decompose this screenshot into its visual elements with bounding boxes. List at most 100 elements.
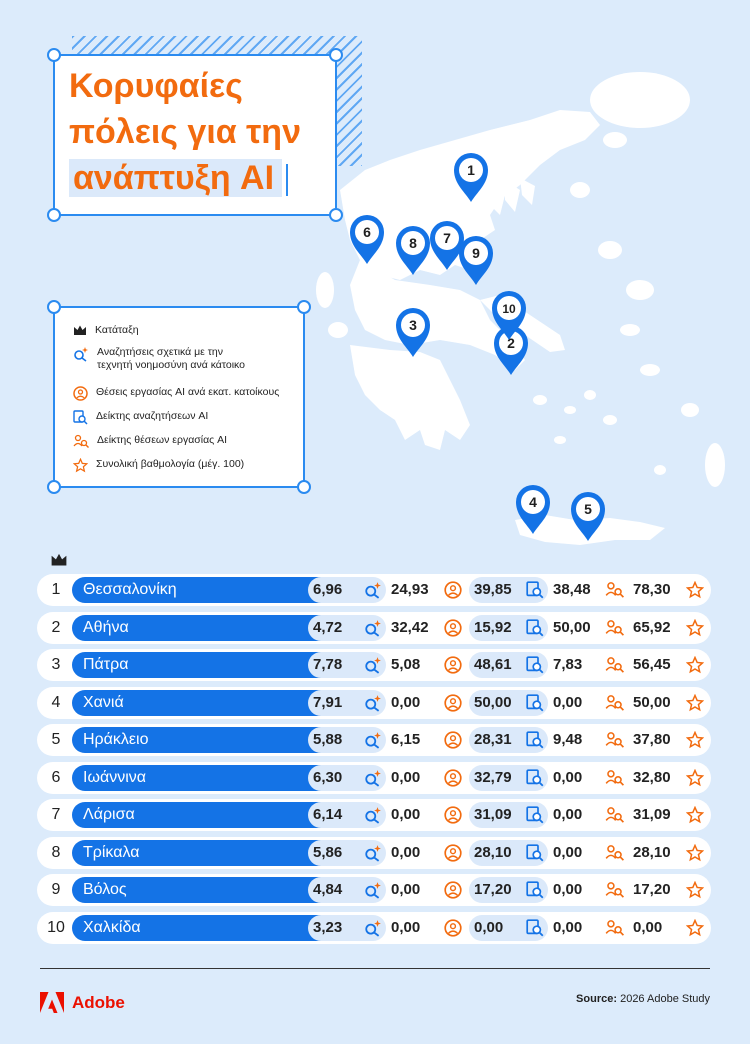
map-pin-label: 2: [507, 335, 515, 351]
legend-item-searches: Αναζητήσεις σχετικά με την τεχνητή νοημοσ…: [73, 346, 245, 372]
person-circle-icon: [444, 693, 462, 717]
search-index-icon: [526, 693, 544, 717]
map-pin-label: 6: [363, 224, 371, 240]
star-icon: [73, 458, 88, 473]
metric-value: 0,00: [633, 918, 663, 936]
rank-number: 9: [51, 881, 61, 898]
ai-search-icon: [74, 347, 88, 362]
map-pin-2: 2: [494, 326, 528, 375]
metric-value: 56,45: [633, 656, 671, 673]
metric-value: 6,96: [313, 581, 343, 598]
ai-search-icon: [364, 656, 382, 679]
metric-cell-v5: 65,92: [628, 614, 708, 642]
jobs-index-icon: [605, 881, 624, 904]
legend: Κατάταξη Αναζητήσεις σχετικά με την τεχνη…: [47, 300, 311, 494]
text-cursor-icon: [286, 164, 289, 197]
metric-value: 17,20: [633, 881, 671, 898]
table-row: 7 Λάρισα 6,14 0,00 31,09 0,00 31,09: [37, 799, 711, 831]
ai-search-icon: [364, 769, 382, 792]
metric-cell-v2: 5,08: [386, 652, 466, 678]
person-circle-icon: [444, 581, 462, 604]
map-pin-label: 8: [409, 235, 417, 251]
metric-cell-v1: 6,96: [308, 577, 386, 603]
ai-search-icon: [364, 919, 382, 942]
ai-search-icon: [364, 619, 382, 642]
jobs-index-icon: [605, 919, 624, 942]
star-icon: [685, 580, 705, 604]
city-name: Αθήνα: [72, 614, 340, 641]
metric-value: 65,92: [633, 618, 671, 636]
metric-cell-v3: 50,00: [469, 689, 548, 717]
person-circle-icon: [444, 806, 462, 829]
star-icon: [685, 918, 705, 942]
metric-value: 0,00: [553, 806, 583, 823]
map-pin-7: 7: [430, 221, 464, 270]
metric-value: 9,48: [553, 731, 583, 748]
metric-value: 28,31: [474, 731, 512, 748]
metric-value: 0,00: [553, 918, 583, 936]
rank-number: 8: [51, 843, 61, 861]
metric-value: 32,79: [474, 768, 512, 786]
map-pin-6: 6: [350, 215, 384, 264]
star-icon: [685, 805, 705, 829]
metric-value: 50,00: [474, 693, 512, 711]
table-row: 4 Χανιά 7,91 0,00 50,00 0,00 50,00: [37, 686, 711, 719]
metric-cell-v5: 50,00: [628, 689, 708, 716]
metric-value: 0,00: [391, 806, 421, 823]
metric-cell-v5: 0,00: [628, 914, 708, 942]
metric-cell-v1: 7,78: [308, 652, 386, 678]
map-pin-label: 3: [409, 317, 417, 333]
metric-cell-v2: 0,00: [386, 764, 466, 791]
metric-cell-v2: 0,00: [386, 839, 466, 866]
map-pin-5: 5: [571, 492, 605, 541]
metric-value: 50,00: [633, 693, 671, 711]
metric-value: 0,00: [553, 768, 583, 786]
resize-handle-icon: [47, 48, 61, 62]
person-circle-icon: [444, 918, 462, 942]
person-circle-icon: [444, 656, 462, 679]
search-index-icon: [73, 410, 88, 425]
search-index-icon: [526, 656, 544, 679]
metric-cell-v5: 31,09: [628, 802, 708, 828]
metric-value: 4,84: [313, 881, 343, 898]
map-pins: 1 2 3 4 5 6 7 8 9 10: [350, 153, 605, 541]
map-pin-label: 4: [529, 494, 537, 510]
metric-cell-v5: 17,20: [628, 877, 708, 903]
star-icon: [685, 618, 705, 642]
metric-value: 0,00: [391, 881, 421, 898]
map-pin-9: 9: [459, 236, 493, 285]
jobs-index-icon: [605, 581, 624, 604]
jobs-index-icon: [605, 806, 624, 829]
metric-value: 17,20: [474, 881, 512, 898]
metric-value: 28,10: [474, 843, 512, 861]
metric-cell-v1: 7,91: [308, 689, 386, 716]
person-circle-icon: [444, 618, 462, 642]
star-icon: [685, 768, 705, 792]
city-name: Πάτρα: [72, 652, 340, 678]
resize-handle-icon: [47, 480, 61, 494]
metric-value: 28,10: [633, 843, 671, 861]
title-line-2: πόλεις για την: [69, 113, 301, 151]
metric-value: 37,80: [633, 731, 671, 748]
brand-name: Adobe: [72, 992, 125, 1012]
rank-number: 10: [47, 918, 65, 936]
title-line-1: Κορυφαίες: [69, 67, 243, 105]
city-name: Ηράκλειο: [72, 727, 340, 753]
metric-cell-v4: 50,00: [548, 614, 628, 641]
metric-cell-v1: 3,23: [308, 914, 386, 942]
metric-value: 4,72: [313, 618, 343, 636]
metric-value: 7,91: [313, 693, 343, 711]
metric-cell-v3: 0,00: [469, 914, 548, 941]
metric-value: 5,88: [313, 731, 343, 748]
metric-cell-v5: 78,30: [628, 577, 708, 603]
metric-value: 3,23: [313, 918, 343, 936]
city-name: Θεσσαλονίκη: [72, 577, 340, 603]
map-pin-label: 7: [443, 230, 451, 246]
metric-value: 0,00: [553, 843, 583, 861]
city-name: Ιωάννινα: [72, 764, 340, 791]
crown-icon: [51, 553, 67, 566]
title-line-3: ανάπτυξη AI: [69, 158, 289, 198]
table-row: 10 Χαλκίδα 3,23 0,00 0,00 0,00 0,00: [37, 911, 711, 944]
metric-value: 15,92: [474, 618, 512, 636]
search-index-icon: [526, 768, 544, 792]
